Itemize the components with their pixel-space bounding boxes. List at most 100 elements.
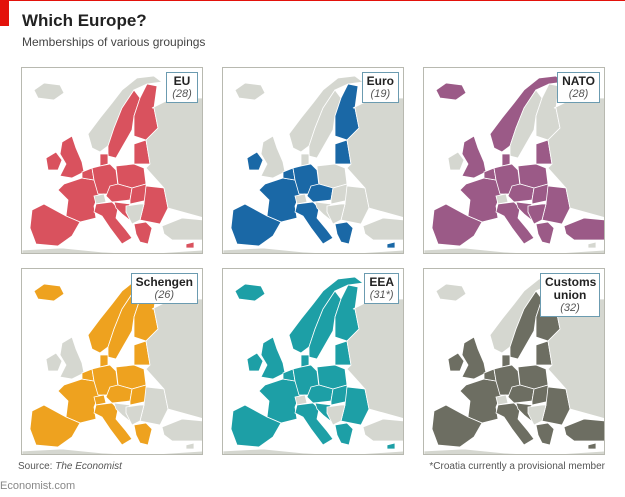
region-ireland-member: [45, 151, 63, 171]
region-east: [346, 97, 403, 218]
region-czech_austria-member: [507, 384, 535, 404]
map-panel-customs-union: Customs union (32): [423, 268, 605, 455]
region-denmark-member: [300, 354, 310, 368]
footnote: *Croatia currently a provisional member: [429, 461, 605, 472]
region-cyprus-member: [587, 442, 597, 450]
region-balkans_rest: [326, 203, 346, 225]
panel-label: NATO (28): [557, 72, 600, 103]
region-hungary_slovakia-member: [129, 384, 149, 406]
region-uk: [59, 336, 85, 380]
region-uk-member: [260, 336, 286, 380]
map-panel-euro: Euro (19): [222, 67, 404, 254]
member-count: (26): [154, 289, 175, 301]
region-czech_austria-member: [306, 183, 334, 203]
region-ireland-member: [246, 352, 264, 372]
region-denmark-member: [501, 153, 511, 167]
region-cyprus-member: [386, 241, 396, 249]
region-czech_austria-member: [306, 384, 334, 404]
region-czech_austria-member: [105, 183, 133, 203]
region-uk-member: [59, 135, 85, 179]
region-switzerland: [294, 193, 308, 205]
member-count: (19): [370, 88, 391, 100]
region-balkans_rest: [527, 404, 547, 426]
region-greece-member: [133, 221, 153, 245]
region-cyprus: [185, 442, 195, 450]
panel-label: Euro (19): [361, 72, 399, 103]
region-switzerland-member: [93, 394, 107, 406]
region-iceland-member: [33, 283, 65, 302]
region-denmark-member: [99, 354, 109, 368]
region-greece-member: [133, 422, 153, 446]
region-east: [346, 298, 403, 419]
group-name: EU: [173, 74, 191, 88]
region-greece-member: [334, 221, 354, 245]
group-name: NATO: [562, 74, 595, 88]
member-count: (28): [568, 88, 589, 100]
source-note: Source: The Economist: [18, 461, 122, 472]
region-iberia-member: [230, 203, 282, 247]
europe-map: [223, 75, 403, 253]
region-iberia-member: [230, 404, 282, 448]
region-hungary_slovakia: [330, 183, 350, 205]
region-africa: [424, 247, 604, 253]
source-prefix: Source:: [18, 461, 56, 472]
map-panel-nato: NATO (28): [423, 67, 605, 254]
region-east: [145, 298, 202, 419]
region-balkans_rest-member: [527, 203, 547, 225]
region-cyprus-member: [185, 241, 195, 249]
region-czech_austria-member: [507, 183, 535, 203]
region-ireland: [447, 151, 465, 171]
europe-map: [22, 276, 202, 454]
page-subtitle: Memberships of various groupings: [22, 35, 206, 49]
region-switzerland: [294, 394, 308, 406]
source-name: The Economist: [55, 461, 122, 472]
member-count: (31*): [369, 289, 394, 301]
page-title: Which Europe?: [22, 11, 147, 30]
region-turkey-member: [563, 418, 604, 442]
region-africa: [223, 448, 403, 454]
region-turkey: [362, 217, 403, 241]
brand-red-tab: [0, 0, 9, 26]
map-panel-schengen: Schengen (26): [21, 268, 203, 455]
region-iberia-member: [431, 404, 483, 448]
panel-label: EEA (31*): [364, 273, 399, 304]
region-east: [547, 97, 604, 218]
region-denmark-member: [99, 153, 109, 167]
region-iberia-member: [29, 203, 81, 247]
region-turkey: [161, 217, 202, 241]
region-uk-member: [461, 135, 487, 179]
member-count: (28): [172, 88, 192, 100]
region-east: [145, 97, 202, 218]
region-uk: [260, 135, 286, 179]
region-denmark: [300, 153, 310, 167]
region-hungary_slovakia-member: [531, 384, 551, 406]
group-name: Schengen: [135, 275, 193, 289]
region-greece-member: [334, 422, 354, 446]
region-uk-member: [461, 336, 487, 380]
region-iceland-member: [435, 82, 467, 101]
map-panel-eu: EU (28): [21, 67, 203, 254]
region-iberia-member: [431, 203, 483, 247]
top-rule: [0, 0, 625, 1]
region-greece-member: [535, 422, 555, 446]
region-balkans_rest: [326, 404, 346, 426]
region-balkans_rest: [125, 203, 145, 225]
map-panel-eea: EEA (31*): [222, 268, 404, 455]
region-turkey: [161, 418, 202, 442]
region-denmark-member: [501, 354, 511, 368]
region-hungary_slovakia-member: [330, 384, 350, 406]
region-iceland: [234, 82, 266, 101]
region-cyprus-member: [386, 442, 396, 450]
region-czech_austria-member: [105, 384, 133, 404]
region-turkey: [362, 418, 403, 442]
group-name: EEA: [369, 275, 394, 289]
region-cyprus: [587, 241, 597, 249]
region-africa: [22, 247, 202, 253]
europe-map: [223, 276, 403, 454]
region-east: [547, 298, 604, 419]
region-ireland-member: [447, 352, 465, 372]
region-ireland: [45, 352, 63, 372]
panel-label: Customs union (32): [540, 273, 600, 317]
region-turkey-member: [563, 217, 604, 241]
region-hungary_slovakia-member: [129, 183, 149, 205]
